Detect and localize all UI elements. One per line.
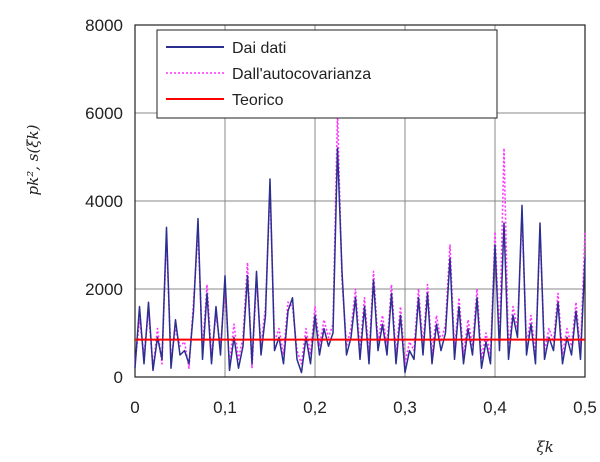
legend-label: Dai dati xyxy=(232,40,286,57)
x-tick-labels: 0 0,1 0,2 0,3 0,4 0,5 xyxy=(130,398,597,417)
y-tick-label: 0 xyxy=(114,368,123,387)
y-tick-labels: 0 2000 4000 6000 8000 xyxy=(85,16,123,387)
y-axis-label: pk², s(ξk) xyxy=(24,124,42,195)
x-axis-label: ξk xyxy=(536,438,553,456)
y-tick-label: 6000 xyxy=(85,104,123,123)
legend-box xyxy=(156,29,498,119)
x-tick-label: 0,5 xyxy=(573,398,597,417)
x-tick-label: 0 xyxy=(130,398,139,417)
x-tick-label: 0,4 xyxy=(483,398,507,417)
series-layer xyxy=(134,112,586,374)
y-tick-label: 4000 xyxy=(85,192,123,211)
legend: Dai dati Dall'autocovarianza Teorico xyxy=(156,29,498,119)
y-tick-label: 8000 xyxy=(85,16,123,35)
x-tick-label: 0,1 xyxy=(213,398,237,417)
plot-area-frame xyxy=(134,24,586,378)
x-tick-label: 0,3 xyxy=(393,398,417,417)
x-tick-label: 0,2 xyxy=(303,398,327,417)
y-tick-label: 2000 xyxy=(85,280,123,299)
legend-label: Teorico xyxy=(232,92,284,109)
legend-label: Dall'autocovarianza xyxy=(232,66,371,83)
